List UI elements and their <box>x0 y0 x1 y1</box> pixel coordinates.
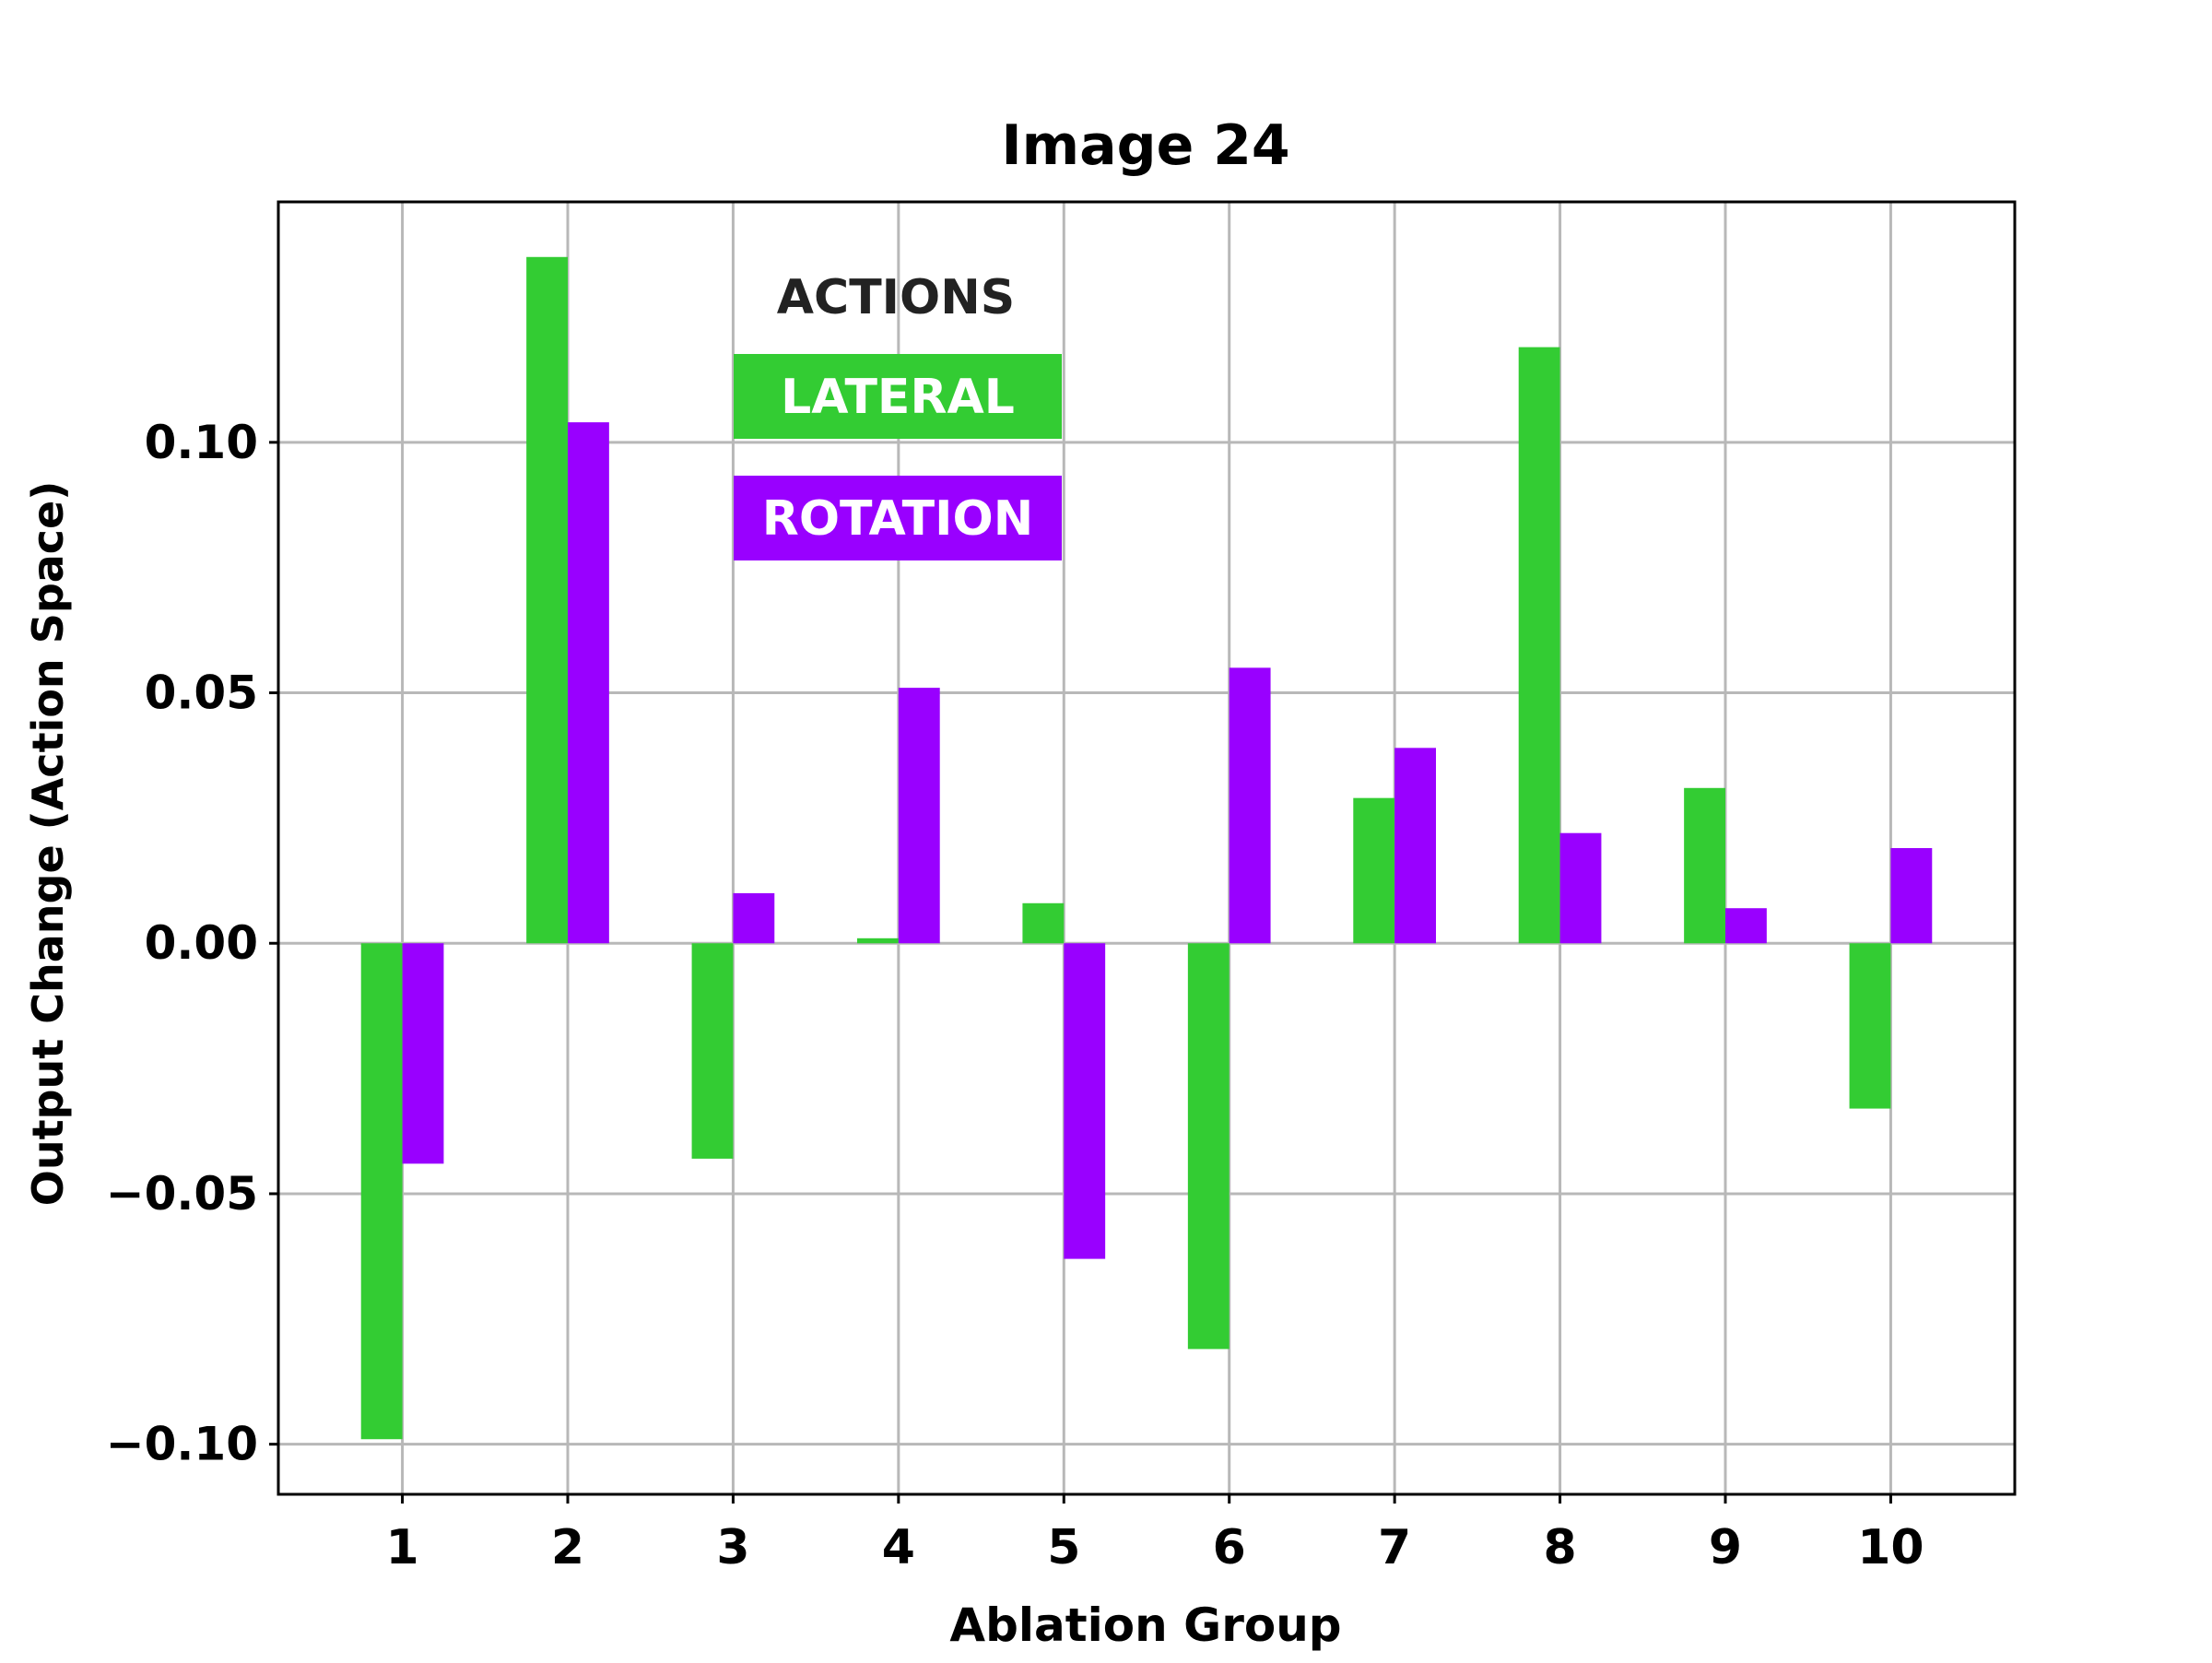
x-tick-label: 2 <box>551 1520 584 1575</box>
x-tick-label: 8 <box>1543 1520 1576 1575</box>
bar-rotation-6 <box>1229 667 1271 944</box>
chart-title: Image 24 <box>1001 113 1289 178</box>
bar-rotation-5 <box>1064 943 1106 1259</box>
y-tick-label: 0.05 <box>145 666 258 720</box>
legend: ACTIONS LATERAL ROTATION <box>734 270 1062 560</box>
x-tick-label: 6 <box>1213 1520 1246 1575</box>
legend-title: ACTIONS <box>777 270 1015 325</box>
bar-lateral-4 <box>857 938 899 944</box>
bar-rotation-10 <box>1890 848 1933 944</box>
x-axis-label: Ablation Group <box>949 1598 1341 1652</box>
bar-lateral-1 <box>360 943 403 1440</box>
bar-lateral-9 <box>1684 787 1725 944</box>
x-tick-label: 9 <box>1709 1520 1742 1575</box>
bar-rotation-3 <box>733 892 775 944</box>
bar-lateral-7 <box>1353 797 1395 944</box>
bar-rotation-9 <box>1725 908 1767 944</box>
y-tick-label: 0.00 <box>145 916 258 970</box>
bar-lateral-6 <box>1187 943 1230 1350</box>
legend-item-lateral-label: LATERAL <box>781 370 1015 425</box>
legend-item-rotation-swatch <box>734 476 1062 560</box>
x-tick-label: 5 <box>1047 1520 1080 1575</box>
axis-ticks: 1 2 3 4 5 6 7 8 9 10 −0.10 −0.05 0.00 0.05 0.10 <box>106 416 1924 1575</box>
bar-lateral-10 <box>1849 943 1891 1109</box>
y-tick-label: −0.10 <box>106 1418 258 1471</box>
bar-lateral-8 <box>1518 347 1560 944</box>
bar-rotation-7 <box>1394 748 1436 944</box>
bar-rotation-1 <box>402 943 444 1164</box>
plot-frame <box>276 200 2017 1496</box>
y-tick-label: −0.05 <box>106 1167 258 1221</box>
bar-rotation-4 <box>898 688 940 944</box>
bar-rotation-8 <box>1559 832 1602 944</box>
x-tick-label: 1 <box>385 1520 418 1575</box>
x-tick-label: 3 <box>716 1520 749 1575</box>
bar-lateral-3 <box>691 943 734 1159</box>
y-axis-label: Output Change (Action Space) <box>23 481 73 1207</box>
bar-lateral-5 <box>1022 902 1065 944</box>
y-tick-label: 0.10 <box>145 416 258 469</box>
x-tick-label: 7 <box>1378 1520 1411 1575</box>
bars <box>360 256 1933 1440</box>
bar-rotation-2 <box>568 422 609 944</box>
x-tick-label: 10 <box>1857 1520 1924 1575</box>
x-tick-label: 4 <box>882 1520 915 1575</box>
legend-item-lateral-swatch <box>734 354 1062 439</box>
legend-item-rotation-label: ROTATION <box>762 491 1033 547</box>
bar-lateral-2 <box>526 256 568 944</box>
